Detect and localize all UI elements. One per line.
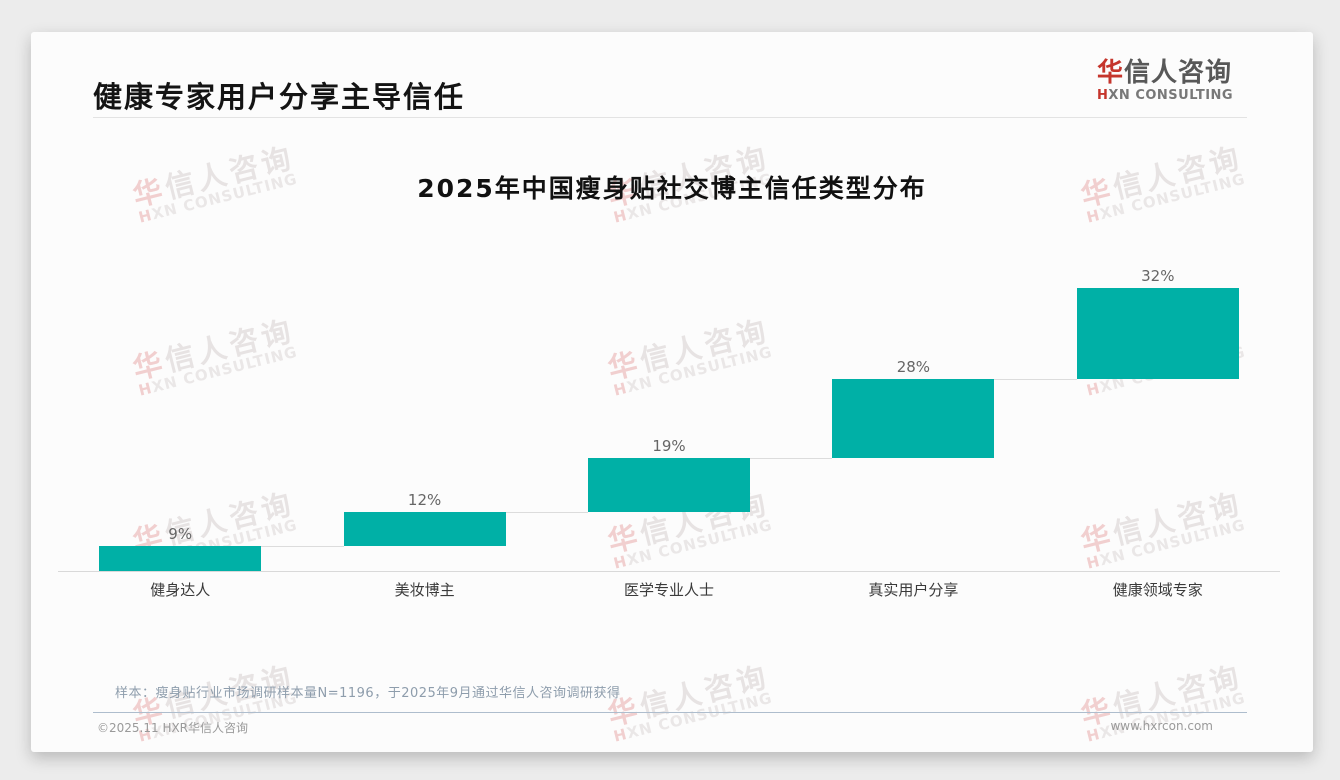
waterfall-bar xyxy=(343,511,506,546)
brand-logo-cn-rest: 信人咨询 xyxy=(1124,58,1233,88)
x-axis-line xyxy=(58,571,1280,572)
connector-line xyxy=(505,511,588,513)
bar-value-label: 32% xyxy=(1141,267,1175,285)
waterfall-chart-plot: 9% 健身达人 12% 美妆博主 19% 医学专业人士 28% 真实用户分享 32% 健康领域专家 xyxy=(31,32,1313,752)
waterfall-bar xyxy=(588,457,750,512)
website-url: www.hxrcon.com xyxy=(1110,719,1213,733)
report-content: 健康专家用户分享主导信任 华信人咨询 HXN CONSULTING 2025年中… xyxy=(31,32,1313,752)
header-divider xyxy=(93,117,1247,118)
category-label: 健身达人 xyxy=(150,581,211,599)
category-label: 真实用户分享 xyxy=(868,581,959,599)
category-label: 医学专业人士 xyxy=(623,581,714,599)
brand-logo-cn-accent: 华 xyxy=(1097,58,1125,88)
copyright-text: ©2025.11 HXR华信人咨询 xyxy=(97,721,249,735)
connector-line xyxy=(994,378,1077,380)
sample-note: 样本：瘦身贴行业市场调研样本量N=1196，于2025年9月通过华信人咨询调研获… xyxy=(115,686,621,701)
connector-line xyxy=(261,545,344,547)
category-label: 美妆博主 xyxy=(394,581,455,599)
waterfall-bar xyxy=(1076,288,1239,379)
connector-line xyxy=(750,457,833,459)
bar-value-label: 9% xyxy=(168,524,193,543)
brand-logo-en-accent: H xyxy=(1097,88,1109,103)
footer-divider xyxy=(93,712,1247,713)
waterfall-bar xyxy=(99,545,262,571)
bar-value-label: 12% xyxy=(407,490,442,509)
waterfall-bar xyxy=(832,378,995,458)
chart-title: 2025年中国瘦身贴社交博主信任类型分布 xyxy=(417,174,927,203)
category-label: 健康领域专家 xyxy=(1112,581,1203,599)
brand-logo: 华信人咨询 HXN CONSULTING xyxy=(1097,58,1233,103)
brand-logo-english: HXN CONSULTING xyxy=(1097,88,1233,103)
page-title: 健康专家用户分享主导信任 xyxy=(93,80,466,114)
bar-value-label: 19% xyxy=(652,436,686,455)
brand-logo-chinese: 华信人咨询 xyxy=(1097,58,1233,88)
bar-value-label: 28% xyxy=(896,357,931,376)
report-card: 华信人咨询 HXN CONSULTING 华信人咨询 HXN CONSULTING 华信… xyxy=(31,32,1313,752)
brand-logo-en-rest: XN CONSULTING xyxy=(1108,88,1234,103)
